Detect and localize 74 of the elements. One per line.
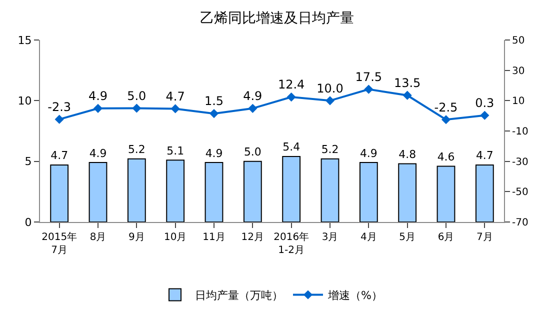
data-label: 5.2	[128, 143, 146, 156]
point	[286, 92, 296, 102]
x-tick-label: 9月	[128, 232, 145, 243]
x-tick-label: 2015年 7月	[42, 231, 78, 256]
data-label: 10.0	[316, 81, 344, 96]
x-tick-label: 7月	[476, 232, 493, 243]
bar	[88, 162, 108, 222]
bar	[204, 162, 224, 222]
point	[170, 104, 180, 114]
data-label: 4.9	[360, 146, 378, 160]
y2-tick-label: -30	[512, 156, 528, 168]
x-tick-label: 10月	[164, 232, 187, 243]
y2-tick-label: -10	[512, 126, 528, 138]
x-tick-label: 3月	[322, 232, 338, 243]
x-tick-label: 12月	[241, 232, 264, 243]
bar	[320, 158, 340, 222]
data-label: 5.0	[244, 146, 262, 159]
point	[54, 114, 64, 124]
data-label: 4.9	[88, 89, 108, 104]
data-label: 0.3	[475, 96, 494, 110]
bar	[436, 166, 456, 222]
data-label: 5.0	[127, 88, 146, 103]
bar	[282, 156, 301, 222]
point	[480, 110, 490, 120]
data-label: 4.7	[476, 149, 494, 162]
legend-label: 日均产量（万吨）	[195, 289, 283, 302]
x-tick-label: 11月	[202, 232, 226, 243]
chart-title: 乙烯同比增速及日均产量	[200, 10, 354, 27]
bar	[398, 163, 417, 222]
data-label: 17.5	[355, 70, 382, 84]
data-label: 1.5	[204, 94, 224, 108]
bar	[127, 158, 146, 222]
y-tick-label: 0	[24, 216, 32, 229]
y2-tick-label: -70	[512, 218, 528, 228]
y-tick-label: 10	[18, 94, 32, 108]
data-label: 4.7	[50, 149, 68, 162]
bar	[50, 164, 69, 222]
point	[248, 104, 258, 113]
x-tick-label: 2016年 1-2月	[274, 231, 310, 256]
data-label: 4.6	[437, 150, 455, 164]
y2-tick-label: -50	[512, 187, 528, 198]
data-label: 4.9	[243, 89, 262, 104]
x-tick-label: 4月	[360, 232, 377, 243]
point	[132, 104, 142, 113]
y2-tick-label: 30	[512, 66, 525, 77]
data-label: 13.5	[394, 76, 421, 90]
legend-label: 增速（%）	[327, 289, 382, 302]
data-label: 5.1	[166, 144, 184, 158]
point	[209, 109, 219, 118]
bar	[243, 160, 262, 222]
bar	[359, 162, 378, 222]
point	[93, 104, 103, 113]
point	[402, 90, 412, 100]
data-label: -2.3	[48, 100, 72, 114]
data-label: 4.9	[205, 146, 223, 160]
x-tick-label: 5月	[399, 232, 416, 243]
point	[441, 115, 451, 124]
y2-tick-label: 50	[512, 36, 525, 46]
data-label: 4.7	[166, 89, 185, 104]
point	[325, 96, 335, 106]
y-tick-label: 5	[24, 155, 32, 168]
point	[364, 84, 374, 94]
bar	[475, 164, 494, 222]
data-label: 5.4	[282, 140, 300, 154]
x-tick-label: 8月	[90, 232, 106, 243]
y-tick-label: 15	[18, 34, 32, 47]
data-label: 4.8	[398, 148, 416, 162]
data-label: 5.2	[321, 143, 339, 156]
x-tick-label: 6月	[438, 232, 454, 243]
data-label: 12.4	[278, 78, 305, 92]
data-label: -2.5	[434, 100, 458, 114]
y2-tick-label: 10	[512, 96, 525, 108]
data-label: 4.9	[89, 146, 107, 160]
bar	[166, 160, 185, 222]
